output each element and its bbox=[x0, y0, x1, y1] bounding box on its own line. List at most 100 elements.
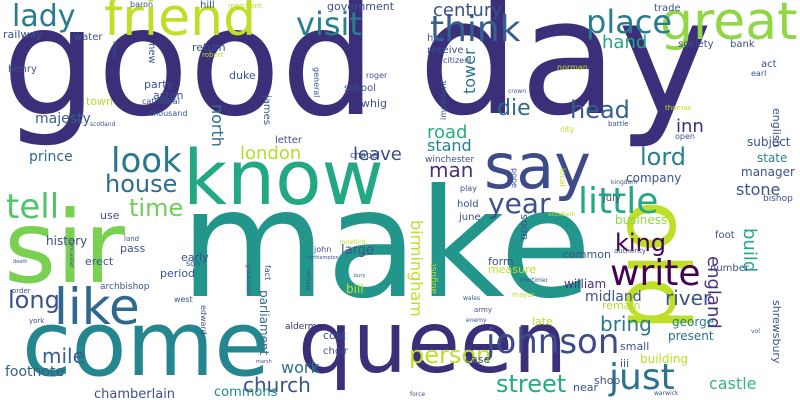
word-open: open bbox=[675, 132, 695, 141]
word-use: use bbox=[100, 209, 120, 222]
word-act: act bbox=[761, 59, 777, 70]
word-july: july bbox=[603, 193, 621, 204]
word-return: return bbox=[192, 41, 226, 54]
word-history: history bbox=[46, 234, 88, 248]
word-english: english bbox=[770, 108, 783, 148]
word-footnote: footnote bbox=[5, 364, 65, 380]
word-lord: lord bbox=[640, 143, 687, 171]
word-west: west bbox=[174, 295, 193, 304]
word-johnson: johnson bbox=[486, 322, 620, 362]
word-dudley: dudley bbox=[111, 41, 117, 58]
word-castle: castle bbox=[709, 374, 757, 393]
word-long: long bbox=[8, 286, 60, 314]
word-inn: inn bbox=[676, 116, 704, 137]
word-street: street bbox=[496, 370, 567, 398]
word-queen: queen bbox=[298, 293, 568, 393]
word-norman: norman bbox=[557, 63, 588, 72]
word-kingdom: kingdom bbox=[611, 179, 638, 186]
word-lady: lady bbox=[12, 0, 76, 34]
word-midland: midland bbox=[585, 289, 642, 305]
word-citizen: citizen bbox=[443, 56, 470, 65]
word-lancaster: lancaster bbox=[68, 240, 75, 268]
word-bill: bill bbox=[346, 282, 364, 296]
word-thomas: thomas bbox=[665, 104, 692, 112]
word-mayor: mayor bbox=[512, 291, 535, 299]
word-measure: measure bbox=[488, 263, 536, 276]
word-soon: soon bbox=[518, 214, 531, 241]
word-cost: cost bbox=[323, 329, 346, 342]
word-bring: bring bbox=[600, 312, 652, 336]
word-merchant: merchant bbox=[228, 2, 262, 10]
word-manager: manager bbox=[741, 165, 795, 179]
word-fact: fact bbox=[263, 265, 272, 281]
word-come: come bbox=[22, 292, 270, 397]
word-day: day bbox=[418, 0, 713, 151]
word-society: society bbox=[678, 39, 714, 50]
word-write: write bbox=[610, 253, 701, 294]
word-army: army bbox=[474, 306, 493, 314]
word-water: water bbox=[74, 32, 103, 43]
word-warwick: warwick bbox=[654, 390, 679, 397]
word-erect: erect bbox=[85, 255, 114, 268]
word-mile: mile bbox=[42, 344, 85, 368]
word-period: period bbox=[160, 267, 196, 280]
word-form: form bbox=[488, 255, 514, 268]
word-building: building bbox=[640, 352, 689, 366]
word-bury: bury bbox=[354, 273, 366, 279]
word-winchester: winchester bbox=[425, 155, 475, 165]
word-cathedral: cathedral bbox=[142, 97, 180, 106]
word-chamberlain: chamberlain bbox=[94, 387, 176, 400]
word-james: james bbox=[261, 95, 272, 126]
word-chapel: chapel bbox=[350, 151, 380, 161]
word-earl: earl bbox=[751, 69, 767, 78]
word-william: william bbox=[564, 277, 607, 291]
word-letter: letter bbox=[275, 135, 303, 146]
word-land: land bbox=[124, 235, 140, 243]
word-crown: crown bbox=[508, 88, 527, 95]
word-die: die bbox=[497, 96, 531, 121]
word-edward: edward bbox=[199, 305, 208, 335]
word-trade: trade bbox=[654, 3, 681, 14]
word-know: know bbox=[183, 133, 384, 222]
word-head: head bbox=[570, 96, 630, 124]
word-baron: baron bbox=[130, 0, 154, 9]
word-force: force bbox=[410, 391, 426, 398]
word-elizabeth: elizabeth bbox=[548, 211, 576, 218]
word-battle: battle bbox=[608, 120, 629, 128]
word-think: think bbox=[430, 9, 521, 50]
word-hall: hall bbox=[427, 33, 446, 44]
word-choir: choir bbox=[323, 346, 348, 357]
word-company: company bbox=[626, 171, 682, 185]
word-look: look bbox=[111, 141, 182, 181]
word-august: august bbox=[429, 263, 439, 294]
word-early: early bbox=[181, 251, 209, 264]
word-parliament: parliament bbox=[257, 290, 271, 356]
word-duke: duke bbox=[229, 69, 256, 82]
word-city: city bbox=[560, 125, 575, 134]
word-make: make bbox=[180, 158, 592, 332]
word-marriage: marriage bbox=[305, 268, 311, 291]
word-little: little bbox=[578, 181, 659, 222]
word-say: say bbox=[484, 130, 591, 203]
word-son: son bbox=[186, 259, 201, 268]
word-wales: wales bbox=[463, 295, 481, 302]
word-like: like bbox=[54, 278, 140, 336]
word-foot: foot bbox=[715, 230, 735, 241]
word-hand: hand bbox=[602, 32, 648, 53]
word-stand: stand bbox=[427, 136, 472, 155]
word-school: school bbox=[344, 83, 377, 94]
word-prince: prince bbox=[29, 149, 73, 165]
word-iii: iii bbox=[620, 357, 630, 370]
word-town: town bbox=[86, 95, 114, 108]
word-gloucester: gloucester bbox=[245, 264, 252, 296]
word-north: north bbox=[208, 104, 227, 147]
word-aston: aston bbox=[153, 89, 184, 102]
word-roger: roger bbox=[366, 71, 388, 80]
word-aldermen: aldermen bbox=[285, 322, 328, 332]
word-stone: stone bbox=[736, 180, 781, 199]
word-york: york bbox=[29, 317, 45, 325]
word-bishop: bishop bbox=[763, 194, 793, 204]
word-pass: pass bbox=[120, 242, 146, 255]
word-remain: remain bbox=[602, 299, 641, 312]
word-small: small bbox=[620, 340, 650, 353]
